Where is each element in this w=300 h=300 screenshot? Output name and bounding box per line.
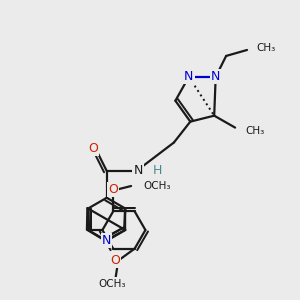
Text: CH₃: CH₃ (256, 44, 275, 53)
Text: OCH₃: OCH₃ (143, 181, 170, 191)
Text: H: H (153, 164, 162, 177)
Text: O: O (88, 142, 98, 155)
Text: N: N (102, 234, 111, 247)
Text: N: N (134, 164, 143, 177)
Text: N: N (211, 70, 220, 83)
Text: O: O (108, 182, 118, 196)
Text: CH₃: CH₃ (246, 126, 265, 136)
Text: N: N (184, 70, 194, 83)
Text: O: O (110, 254, 120, 267)
Text: OCH₃: OCH₃ (98, 280, 126, 290)
